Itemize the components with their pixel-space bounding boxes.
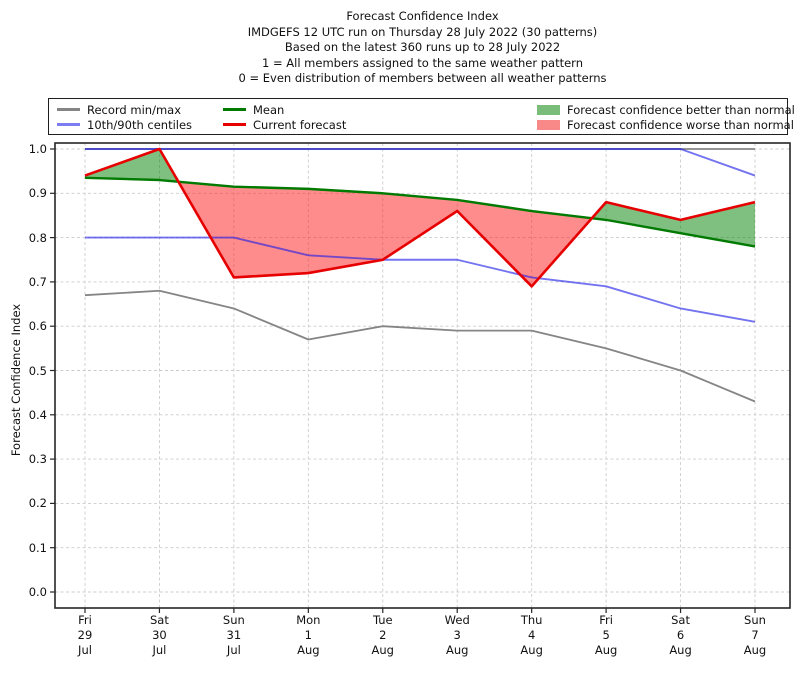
- fill-region-better: [591, 202, 755, 247]
- y-tick-label: 0.8: [28, 230, 47, 245]
- chart-title-line-1: Forecast Confidence Index: [346, 9, 499, 23]
- x-tick-label: Wed 3 Aug: [444, 613, 470, 657]
- chart-title-line-3: Based on the latest 360 runs up to 28 Ju…: [284, 40, 561, 55]
- legend-item-centiles: 10th/90th centiles: [57, 117, 192, 132]
- legend: Record min/max 10th/90th centiles Mean C…: [48, 98, 795, 135]
- chart-title-line-2: IMDGEFS 12 UTC run on Thursday 28 July 2…: [247, 24, 598, 39]
- better-than-normal-patch-swatch: [537, 104, 560, 115]
- y-tick-label: 0.3: [28, 452, 47, 467]
- series-centile_10: [85, 236, 756, 323]
- fill-region-worse: [178, 181, 592, 287]
- y-tick-label: 1.0: [28, 142, 47, 156]
- x-tick-label: Sun 31 Jul: [222, 613, 245, 657]
- series-record_min: [84, 289, 756, 403]
- series-current: [84, 147, 756, 288]
- x-tick-label: Mon 1 Aug: [296, 613, 321, 657]
- y-tick-label: 0.9: [28, 186, 47, 201]
- series-centile_90: [85, 148, 756, 177]
- legend-label-better-than-normal: Forecast confidence better than normal: [567, 102, 795, 117]
- chart-title-line-4: 1 = All members assigned to the same wea…: [262, 55, 583, 70]
- series-mean: [84, 176, 756, 248]
- legend-item-current-forecast: Current forecast: [223, 117, 346, 132]
- legend-item-mean: Mean: [223, 102, 284, 117]
- legend-label-mean: Mean: [253, 102, 285, 117]
- x-tick-label: Fri 5 Aug: [594, 613, 618, 657]
- x-tick-label: Tue 2 Aug: [371, 613, 394, 657]
- y-tick-label: 0.1: [28, 540, 47, 555]
- legend-item-record-minmax: Record min/max: [57, 102, 181, 117]
- y-tick-label: 0.4: [28, 407, 47, 422]
- legend-label-record-minmax: Record min/max: [87, 102, 182, 117]
- record-minmax-line-swatch: [57, 108, 80, 111]
- chart-title-block: Forecast Confidence Index IMDGEFS 12 UTC…: [55, 9, 790, 87]
- y-tick-label: 0.7: [28, 274, 47, 289]
- plot-border: [54, 142, 791, 609]
- fill-region-better: [85, 149, 179, 182]
- legend-item-worse-than-normal: Forecast confidence worse than normal: [537, 117, 794, 132]
- x-tick-label: Sun 7 Aug: [743, 613, 767, 657]
- legend-label-current-forecast: Current forecast: [253, 117, 347, 132]
- x-tick-label: Sat 30 Jul: [150, 613, 169, 657]
- y-tick-label: 0.0: [28, 585, 47, 599]
- chart-title-line-5: 0 = Even distribution of members between…: [238, 71, 607, 86]
- x-tick-label: Fri 29 Jul: [77, 613, 93, 657]
- x-tick-labels: Fri 29 Jul Sat 30 Jul Sun 31 Jul Mon 1 Aug Tue 2 Aug We…: [0, 613, 800, 668]
- centiles-line-swatch: [57, 123, 80, 126]
- mean-line-swatch: [223, 108, 246, 111]
- current-forecast-line-swatch: [223, 123, 246, 126]
- y-tick-label: 0.6: [28, 319, 47, 334]
- worse-than-normal-patch-swatch: [537, 119, 560, 130]
- y-tick-label: 0.2: [28, 496, 47, 511]
- y-tick-label: 0.5: [28, 363, 47, 378]
- legend-label-centiles: 10th/90th centiles: [87, 117, 193, 132]
- x-tick-label: Sat 6 Aug: [669, 613, 692, 657]
- x-tick-label: Thu 4 Aug: [520, 613, 543, 657]
- legend-item-better-than-normal: Forecast confidence better than normal: [537, 102, 795, 117]
- legend-label-worse-than-normal: Forecast confidence worse than normal: [567, 117, 794, 132]
